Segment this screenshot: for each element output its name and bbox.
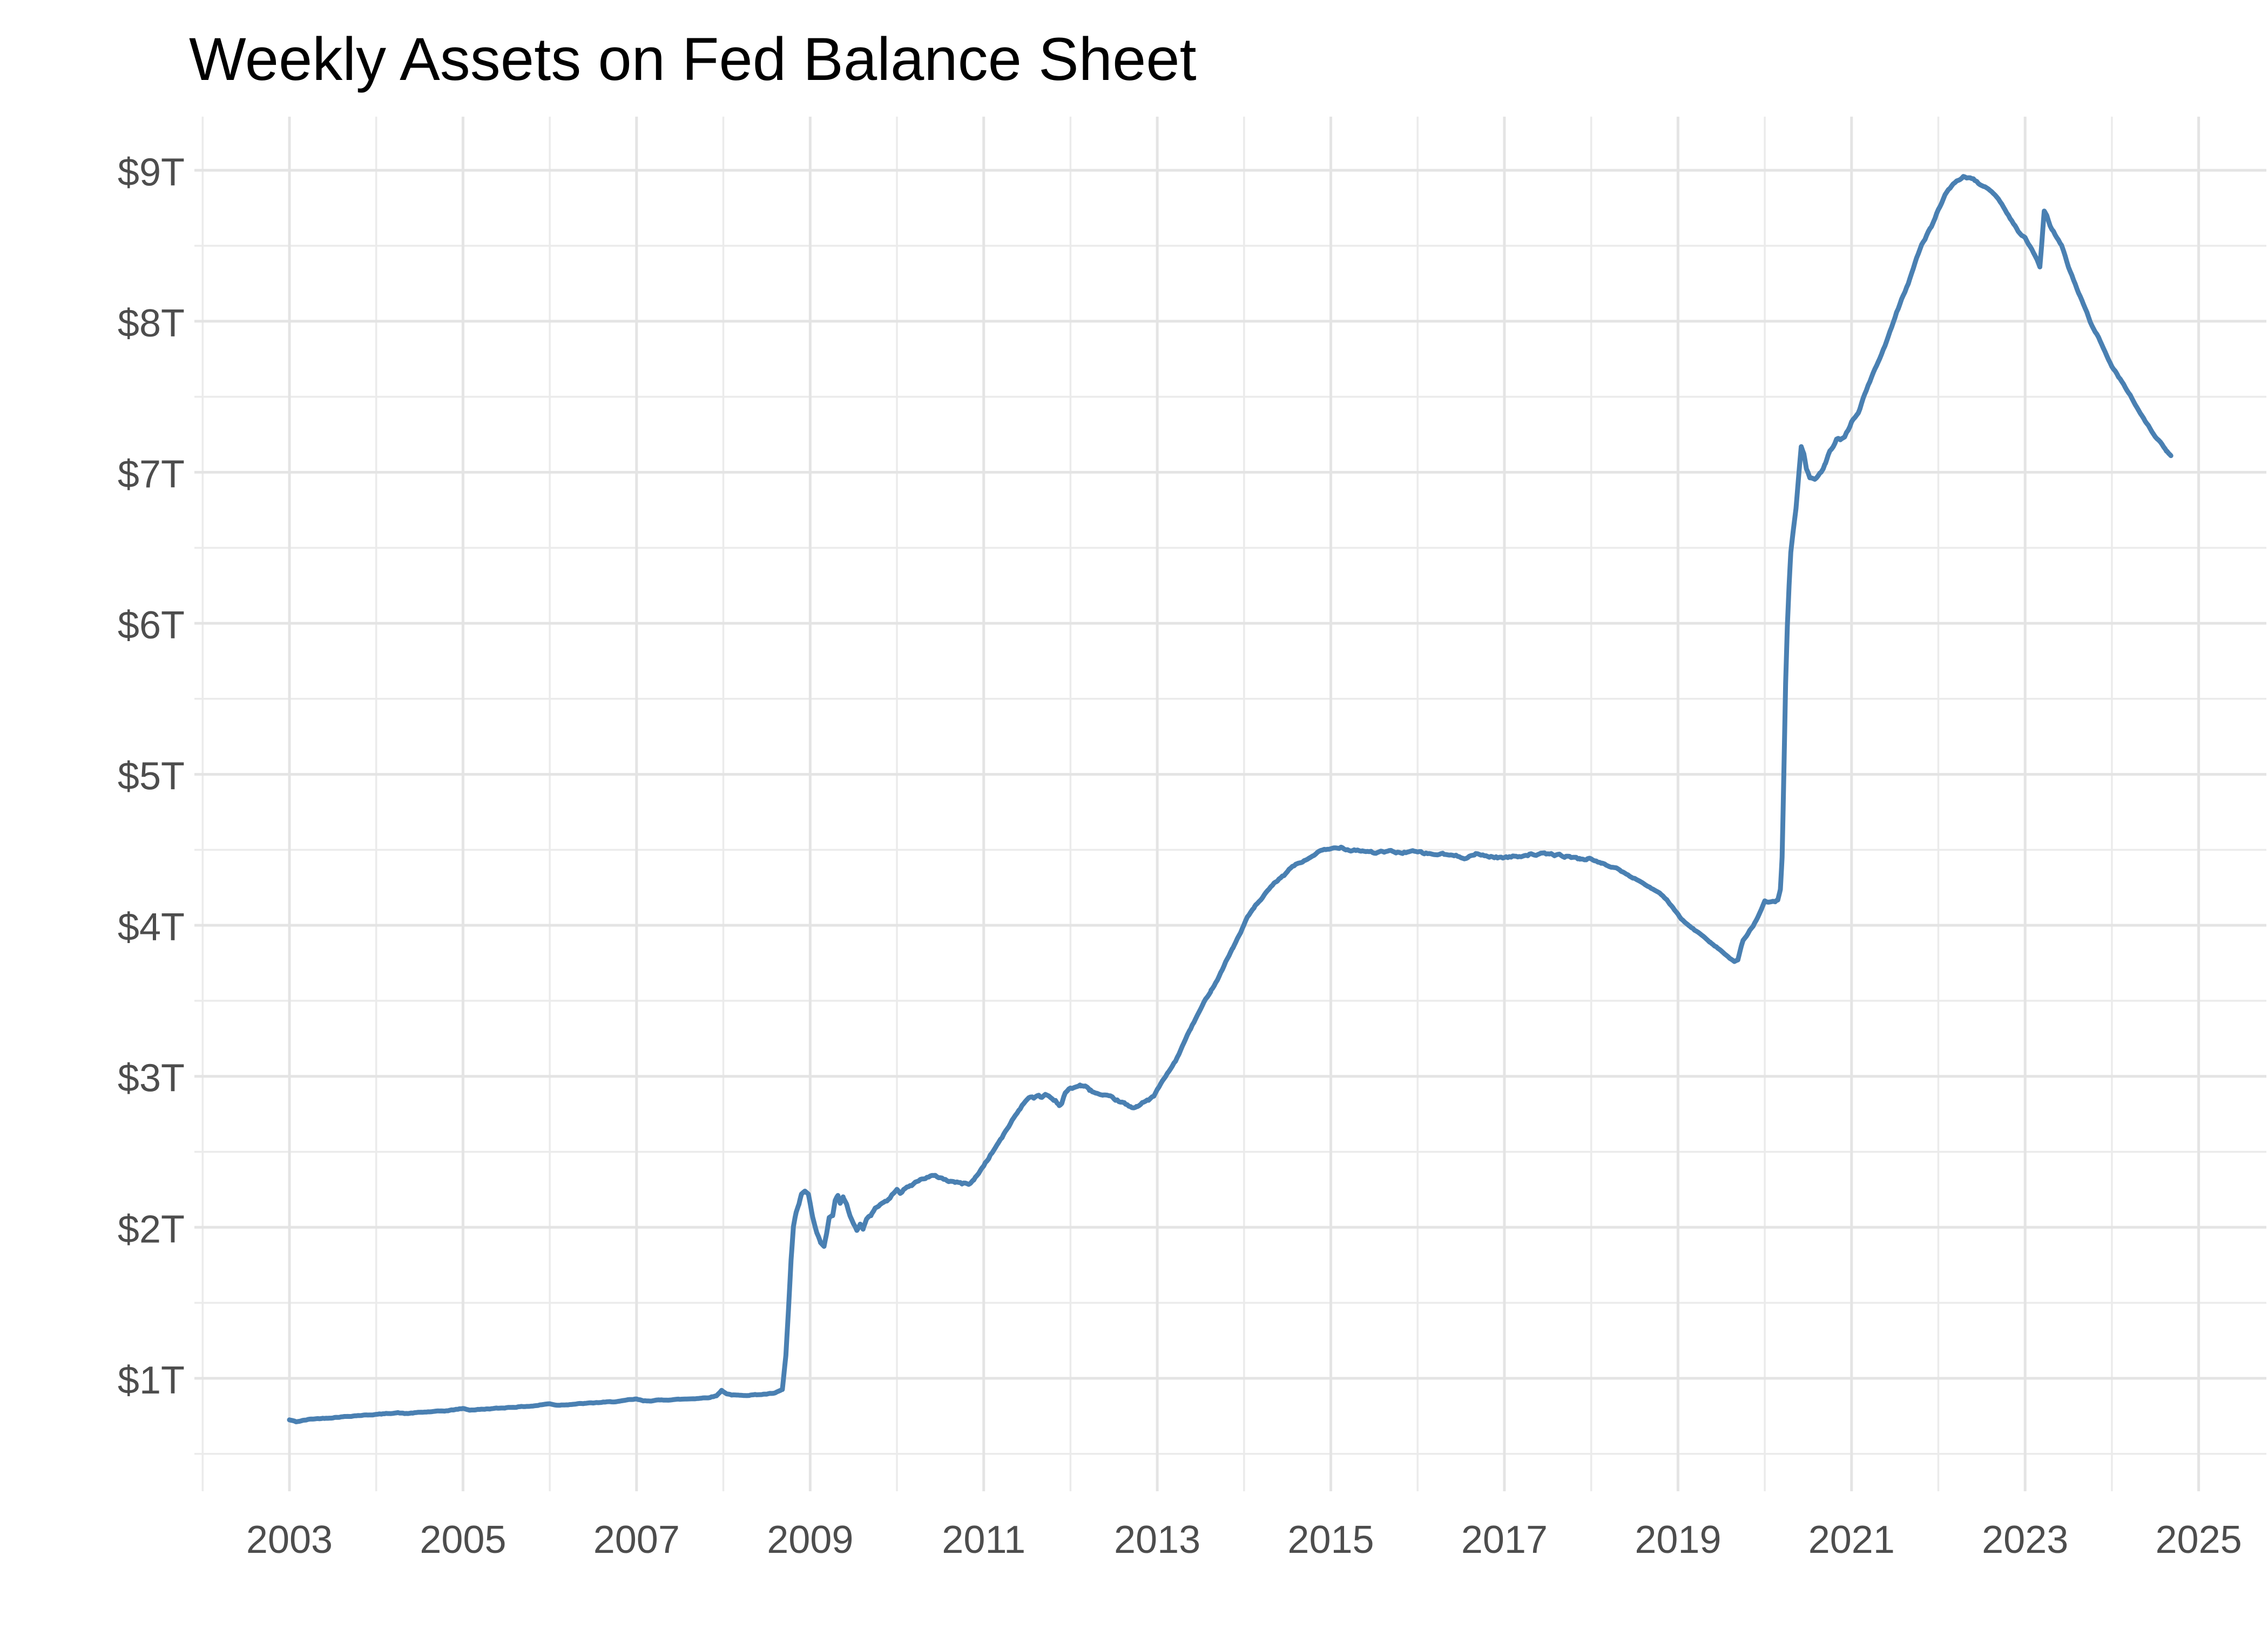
x-tick-label: 2007 [593,1518,680,1561]
y-tick-label: $4T [118,906,185,949]
x-tick-label: 2003 [246,1518,333,1561]
y-tick-label: $7T [118,453,185,496]
chart-title: Weekly Assets on Fed Balance Sheet [189,25,1197,93]
x-tick-label: 2019 [1635,1518,1721,1561]
y-tick-label: $6T [118,604,185,647]
y-tick-label: $1T [118,1359,185,1402]
x-tick-label: 2025 [2156,1518,2242,1561]
data-line [287,174,2174,1424]
y-tick-label: $3T [118,1057,185,1100]
x-tick-label: 2021 [1808,1518,1895,1561]
y-tick-label: $8T [118,302,185,345]
y-tick-label: $9T [118,151,185,194]
y-tick-label: $5T [118,755,185,798]
x-tick-label: 2011 [942,1518,1025,1561]
x-tick-label: 2015 [1287,1518,1374,1561]
x-tick-label: 2017 [1461,1518,1548,1561]
x-tick-label: 2005 [420,1518,506,1561]
x-tick-label: 2009 [767,1518,853,1561]
chart-canvas: 2003 2005 2007 2009 2011 2013 2015 2017 2019 2021… [118,117,2266,1561]
x-tick-label: 2023 [1982,1518,2068,1561]
y-tick-label: $2T [118,1208,185,1251]
x-tick-label: 2013 [1114,1518,1200,1561]
fed-balance-sheet-chart: Weekly Assets on Fed Balance Sheet 2003 2… [22,9,2268,1629]
